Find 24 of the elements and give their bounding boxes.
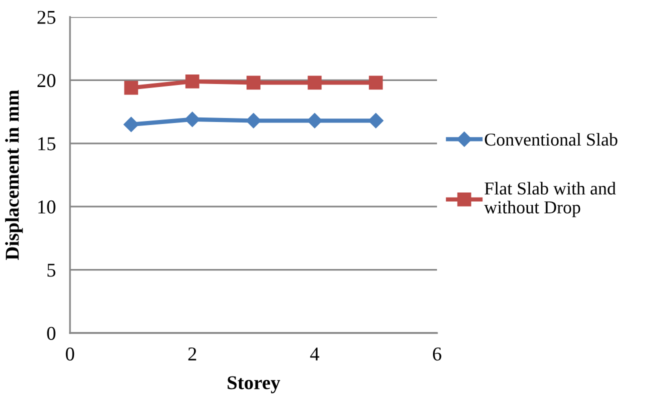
y-tick-label: 25 <box>38 10 56 24</box>
point <box>246 76 260 90</box>
point <box>308 76 322 90</box>
y-tick-label: 15 <box>38 137 56 150</box>
x-tick-label: 2 <box>188 348 196 360</box>
y-tick-label: 5 <box>48 264 56 277</box>
y-tick-label: 0 <box>47 326 56 340</box>
legend-label: Conventional Slab <box>484 132 618 146</box>
y-axis-title: Displacement in mm <box>5 90 23 260</box>
legend-label: Flat Slab with and without Drop <box>484 182 616 218</box>
point <box>185 74 200 88</box>
y-tick-label: 20 <box>38 74 56 88</box>
x-tick-label: 4 <box>310 348 320 360</box>
y-tick-label: 10 <box>38 200 56 214</box>
point <box>368 76 383 90</box>
point <box>307 113 322 128</box>
point <box>124 116 139 132</box>
point <box>246 113 262 128</box>
x-axis-title: Storey <box>228 376 280 394</box>
point <box>368 113 384 128</box>
x-tick-label: 0 <box>66 347 74 361</box>
point <box>124 80 138 95</box>
x-tick-label: 6 <box>432 348 442 361</box>
point <box>184 112 200 127</box>
